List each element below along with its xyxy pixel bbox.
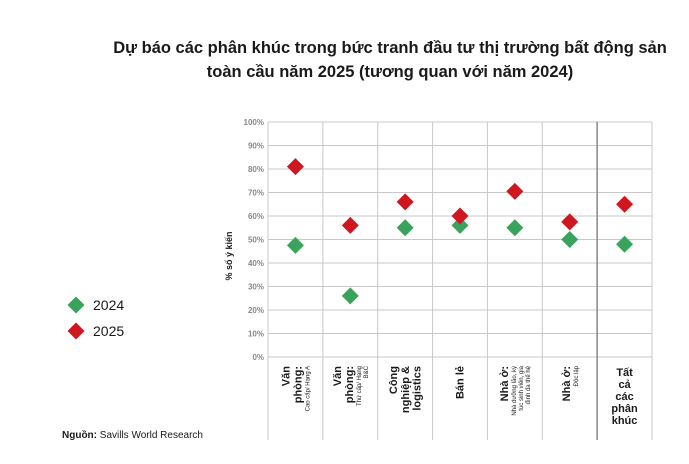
category-label: Tất	[616, 367, 633, 379]
category-label: Thứ cấp/ Hạng	[357, 366, 363, 406]
category-label-group: Văn phòng: Thứ cấp/ Hạng B&C	[332, 365, 370, 406]
legend-label: 2025	[93, 323, 124, 339]
y-tick-label: 30%	[248, 283, 264, 292]
data-point-2024	[286, 236, 304, 254]
y-tick-label: 80%	[248, 165, 264, 174]
data-point-2024	[341, 287, 359, 305]
data-point-2024	[451, 216, 469, 234]
legend-marker-2024	[67, 296, 85, 314]
category-labels: Văn phòng: Cao cấp/ Hạng A Văn phòng: Thứ cấp…	[281, 365, 638, 427]
category-label-group: Bán lẻ	[455, 366, 467, 399]
data-point-2024	[396, 219, 414, 237]
data-point-2025	[451, 207, 469, 225]
data-point-2025	[561, 213, 579, 231]
data-point-2024	[506, 219, 524, 237]
category-label: Nhà dưỡng lão, ký	[512, 366, 518, 416]
category-label-group: Nhà ở: Nhà dưỡng lão, ký túc sinh viên, gi…	[499, 365, 532, 415]
category-label: Văn	[281, 366, 293, 386]
y-tick-label: 0%	[252, 353, 264, 362]
data-point-2025	[506, 182, 524, 200]
y-tick-label: 60%	[248, 212, 264, 221]
data-point-2024	[561, 231, 579, 248]
data-point-2024	[616, 235, 634, 253]
source-label: Nguồn:	[62, 430, 97, 441]
category-label: Nhà ở:	[499, 366, 511, 401]
category-label: logistics	[412, 366, 424, 411]
chart-title-line-1: Dự báo các phân khúc trong bức tranh đầu…	[113, 39, 667, 57]
category-label: khúc	[612, 415, 638, 427]
y-tick-label: 10%	[248, 330, 264, 339]
category-label: nghiệp &	[400, 366, 412, 413]
y-tick-label: 100%	[244, 118, 264, 127]
data-point-2025	[286, 158, 304, 176]
y-tick-label: 50%	[248, 236, 264, 245]
data-point-2025	[341, 216, 359, 234]
data-point-2025	[396, 193, 414, 211]
source-text: Savills World Research	[99, 430, 203, 441]
chart-title: Dự báo các phân khúc trong bức tranh đầu…	[40, 36, 689, 84]
category-label: cả	[618, 379, 631, 391]
category-label: phòng:	[344, 366, 356, 403]
category-label-group: Nhà ở: Độc lập	[561, 365, 580, 401]
category-label: Bán lẻ	[455, 366, 467, 399]
chart-title-line-2: toàn cầu năm 2025 (tương quan với năm 20…	[206, 63, 574, 81]
category-label-group: Văn phòng: Cao cấp/ Hạng A	[281, 366, 312, 412]
data-point-2025	[616, 195, 634, 213]
y-axis-ticks: 0% 10% 20% 30% 40% 50% 60% 70% 80% 90% 100%	[244, 118, 264, 362]
category-label-group: Công nghiệp & logistics	[388, 366, 424, 413]
category-label: các	[615, 391, 633, 403]
category-label: Độc lập	[574, 365, 580, 386]
category-label: Cao cấp/ Hạng A	[306, 366, 312, 411]
data-points	[286, 158, 634, 305]
y-tick-label: 90%	[248, 142, 264, 151]
y-tick-label: 40%	[248, 259, 264, 268]
grid	[267, 121, 653, 440]
category-label: túc sinh viên, gia	[519, 365, 525, 410]
y-tick-label: 70%	[248, 189, 264, 198]
category-label: Công	[388, 366, 400, 394]
y-axis-label: % số ý kiến	[224, 231, 234, 280]
source-note: Nguồn: Savills World Research	[62, 430, 203, 441]
legend: 2024 2025	[67, 296, 124, 340]
category-label: phòng:	[293, 366, 305, 403]
category-label: B&C	[364, 365, 370, 378]
legend-label: 2024	[93, 297, 124, 313]
category-label: đình đa thế hệ	[526, 365, 532, 404]
category-label: Nhà ở:	[561, 366, 573, 401]
legend-marker-2025	[67, 322, 85, 340]
y-tick-label: 20%	[248, 306, 264, 315]
category-label: phân	[611, 403, 638, 415]
category-label: Văn	[332, 366, 344, 386]
